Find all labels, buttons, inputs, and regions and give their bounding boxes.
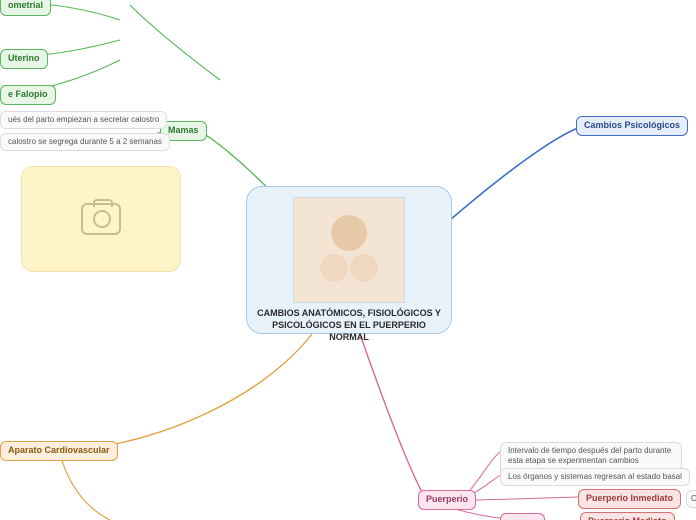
node-falopio-partial[interactable]: e Falopio	[0, 85, 56, 105]
note-calostro-1: ués del parto empiezan a secretar calost…	[0, 111, 167, 129]
node-puerperio-mediato[interactable]: Puerperio Mediato	[580, 512, 675, 520]
node-puerperio[interactable]: Puerperio	[418, 490, 476, 510]
central-image	[293, 197, 405, 303]
central-node[interactable]: CAMBIOS ANATÓMICOS, FISIOLÓGICOS Y PSICO…	[246, 186, 452, 334]
image-placeholder-card[interactable]	[21, 166, 181, 272]
camera-icon	[81, 203, 121, 235]
node-cut-right[interactable]: Cu	[686, 490, 696, 508]
note-calostro-2: calostro se segrega durante 5 a 2 semana…	[0, 133, 170, 151]
note-puerperio-2: Los órganos y sistemas regresan al estad…	[500, 468, 690, 486]
central-title: CAMBIOS ANATÓMICOS, FISIOLÓGICOS Y PSICO…	[255, 307, 443, 343]
node-cambios-psicologicos[interactable]: Cambios Psicológicos	[576, 116, 688, 136]
node-pink-cut[interactable]	[500, 513, 545, 520]
node-uterino-partial[interactable]: Uterino	[0, 49, 48, 69]
node-puerperio-inmediato[interactable]: Puerperio Inmediato	[578, 489, 681, 509]
mindmap-canvas: CAMBIOS ANATÓMICOS, FISIOLÓGICOS Y PSICO…	[0, 0, 696, 520]
node-endometrial-partial[interactable]: ometrial	[0, 0, 51, 16]
node-aparato-cardiovascular[interactable]: Aparato Cardiovascular	[0, 441, 118, 461]
